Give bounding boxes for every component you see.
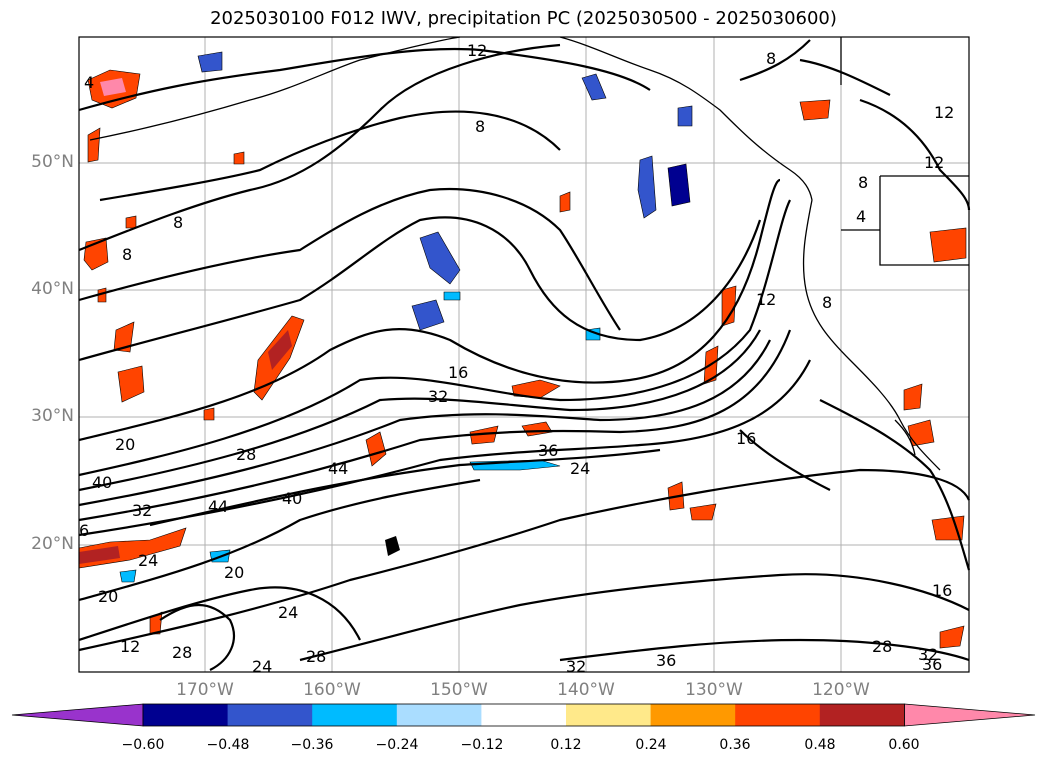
contour-label: 20 <box>224 563 244 582</box>
colorbar-segment <box>143 704 229 726</box>
lat-label-40n: 40°N <box>31 279 74 299</box>
precip-positive-patches <box>78 69 967 649</box>
coastlines <box>89 36 969 471</box>
contour-label: 8 <box>475 117 485 136</box>
contour-label: 16 <box>932 581 952 600</box>
colorbar-segment <box>650 704 736 726</box>
map-frame <box>78 36 970 673</box>
contour-label: 24 <box>138 551 158 570</box>
colorbar-tick: −0.36 <box>290 737 334 753</box>
contour-label: 12 <box>467 41 487 60</box>
colorbar-extend-right <box>904 703 1036 727</box>
colorbar-tick: −0.12 <box>460 737 504 753</box>
contour-label: 8 <box>858 173 868 192</box>
colorbar-segments <box>11 703 1036 727</box>
map-title: 2025030100 F012 IWV, precipitation PC (2… <box>210 8 837 29</box>
lon-label-140w: 140°W <box>557 680 615 700</box>
contour-label: 40 <box>92 473 112 492</box>
contour-label: 40 <box>282 489 302 508</box>
contour-label: 8 <box>822 293 832 312</box>
lon-label-150w: 150°W <box>430 680 488 700</box>
colorbar-segment <box>312 704 398 726</box>
colorbar-segment <box>396 704 482 726</box>
contour-label: 16 <box>448 363 468 382</box>
contour-label: 12 <box>924 153 944 172</box>
contour-label: 8 <box>766 49 776 68</box>
colorbar-border <box>142 703 905 727</box>
contour-label: 12 <box>756 290 776 309</box>
contour-label: 20 <box>98 587 118 606</box>
contour-label: 32 <box>132 501 152 520</box>
precip-negative-patches <box>119 51 693 583</box>
colorbar-extend-left <box>11 703 144 727</box>
contour-label: 28 <box>236 445 256 464</box>
contour-label: 8 <box>173 213 183 232</box>
contour-label: 12 <box>934 103 954 122</box>
contour-label: 44 <box>328 459 348 478</box>
colorbar-segment <box>819 704 905 726</box>
contour-label: 20 <box>115 435 135 454</box>
lon-label-160w: 160°W <box>303 680 361 700</box>
contour-label: 32 <box>428 387 448 406</box>
contour-label: 36 <box>656 651 676 670</box>
contour-label: 4 <box>84 73 94 92</box>
colorbar-tick: −0.60 <box>121 737 165 753</box>
hawaii-islands <box>385 536 400 556</box>
contour-labels: 4 12 8 8 8 8 12 12 12 16 32 20 28 40 32 … <box>79 41 954 676</box>
contour-label: 28 <box>872 637 892 656</box>
colorbar-segment <box>227 704 313 726</box>
contour-label: 28 <box>306 647 326 666</box>
colorbar-tick: 0.36 <box>719 737 751 753</box>
contour-label: 32 <box>918 645 938 664</box>
contour-label: 16 <box>736 429 756 448</box>
lon-label-120w: 120°W <box>812 680 870 700</box>
colorbar-tick: −0.48 <box>206 737 250 753</box>
colorbar-segment <box>735 704 821 726</box>
contour-label: 24 <box>570 459 590 478</box>
contour-label: 44 <box>208 497 228 516</box>
colorbar-tick: 0.12 <box>550 737 582 753</box>
colorbar-segment <box>481 704 567 726</box>
colorbar-segment <box>566 704 652 726</box>
contour-label: 24 <box>278 603 298 622</box>
colorbar-tick: −0.24 <box>375 737 419 753</box>
iwv-contours <box>78 39 971 671</box>
colorbar-tick: 0.24 <box>635 737 667 753</box>
contour-label: 12 <box>120 637 140 656</box>
contour-label: 6 <box>79 521 89 540</box>
contour-label: 28 <box>172 643 192 662</box>
lon-label-130w: 130°W <box>685 680 743 700</box>
contour-label: 8 <box>122 245 132 264</box>
lat-label-30n: 30°N <box>31 406 74 426</box>
contour-label: 32 <box>566 657 586 676</box>
map-canvas: 4 12 8 8 8 8 12 12 12 16 32 20 28 40 32 … <box>78 36 971 676</box>
lat-label-50n: 50°N <box>31 152 74 172</box>
lon-label-170w: 170°W <box>176 680 234 700</box>
contour-label: 4 <box>856 207 866 226</box>
contour-label: 36 <box>538 441 558 460</box>
lat-label-20n: 20°N <box>31 534 74 554</box>
contour-label: 36 <box>922 655 942 674</box>
colorbar-tick: 0.60 <box>888 737 920 753</box>
colorbar-tick: 0.48 <box>804 737 836 753</box>
contour-label: 24 <box>252 657 272 676</box>
